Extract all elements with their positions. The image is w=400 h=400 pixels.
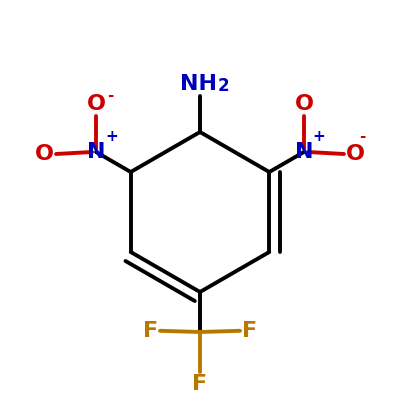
- Text: N: N: [295, 142, 313, 162]
- Text: 2: 2: [217, 77, 229, 95]
- Text: O: O: [86, 94, 106, 114]
- Text: -: -: [107, 88, 114, 103]
- Text: N: N: [87, 142, 105, 162]
- Text: O: O: [294, 94, 314, 114]
- Text: O: O: [346, 144, 365, 164]
- Text: F: F: [143, 321, 158, 341]
- Text: NH: NH: [180, 74, 216, 94]
- Text: +: +: [105, 129, 118, 144]
- Text: O: O: [35, 144, 54, 164]
- Text: F: F: [242, 321, 257, 341]
- Text: F: F: [192, 374, 208, 394]
- Text: -: -: [359, 129, 366, 144]
- Text: +: +: [313, 129, 326, 144]
